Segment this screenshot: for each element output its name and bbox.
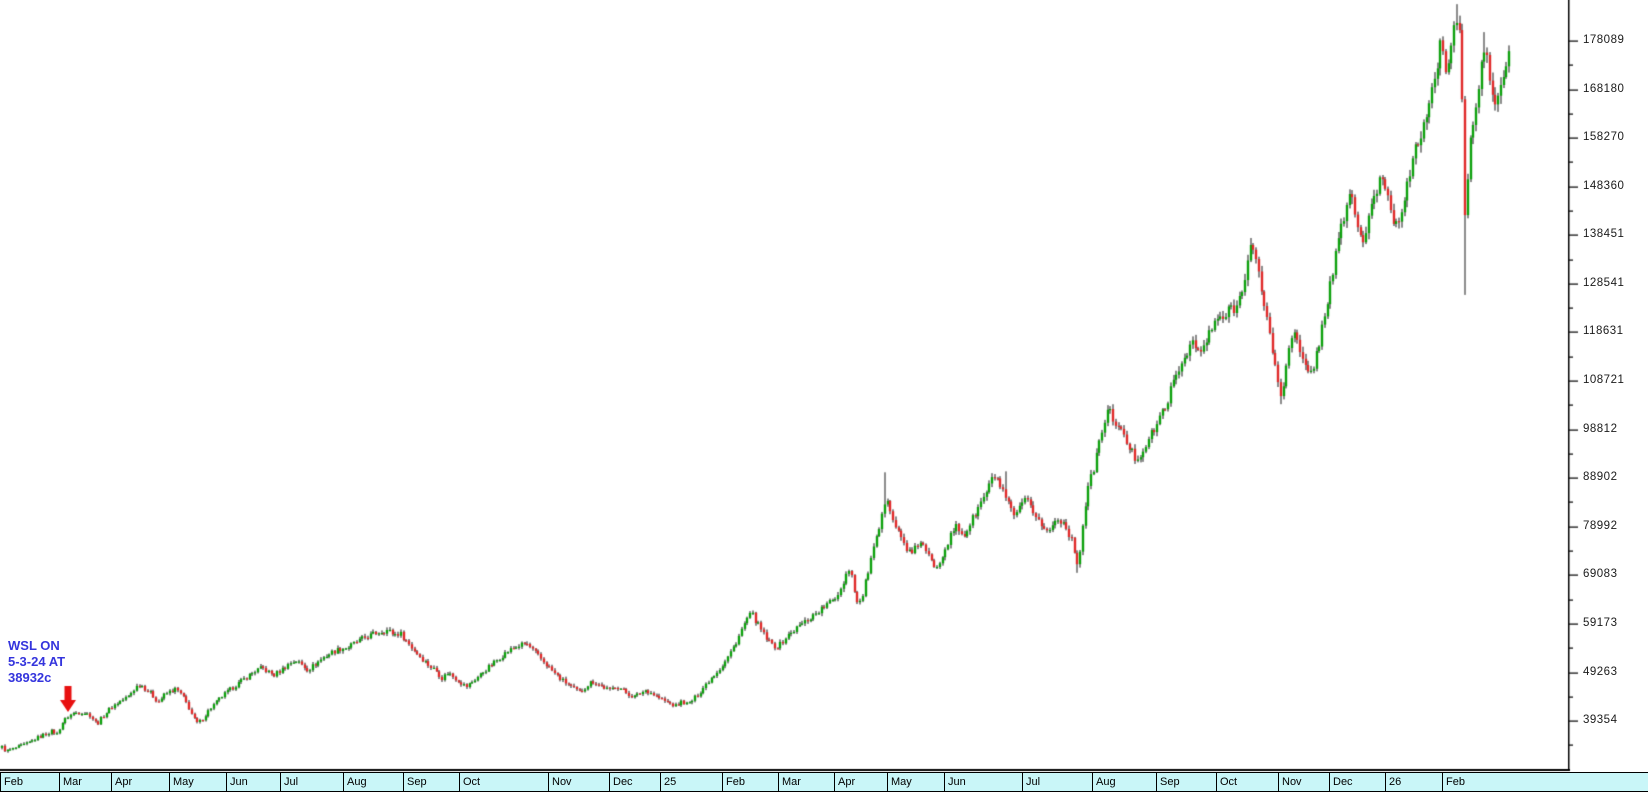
month-cell-jun: Jun: [226, 773, 280, 791]
month-cell-sep: Sep: [1156, 773, 1216, 791]
trade-annotation-line1: WSL ON: [8, 638, 60, 653]
month-cell-jun: Jun: [944, 773, 1022, 791]
month-cell-sep: Sep: [403, 773, 459, 791]
month-cell-dec: Dec: [609, 773, 660, 791]
month-cell-aug: Aug: [1092, 773, 1156, 791]
month-cell-may: May: [887, 773, 944, 791]
month-cell-apr: Apr: [834, 773, 887, 791]
month-cell-dec: Dec: [1329, 773, 1385, 791]
month-cell-mar: Mar: [778, 773, 834, 791]
month-cell-apr: Apr: [111, 773, 169, 791]
month-cell-mar: Mar: [59, 773, 111, 791]
trade-annotation: WSL ON 5-3-24 AT 38932c: [8, 638, 65, 686]
month-cell-may: May: [169, 773, 226, 791]
month-cell-nov: Nov: [1278, 773, 1329, 791]
month-cell-nov: Nov: [548, 773, 609, 791]
month-cell-feb: Feb: [1442, 773, 1648, 791]
month-cell-26: 26: [1385, 773, 1442, 791]
month-cell-oct: Oct: [459, 773, 548, 791]
trade-annotation-line2: 5-3-24 AT: [8, 654, 66, 669]
month-axis-strip: Feb Mar Apr May Jun Jul Aug Sep Oct Nov Dec 25 Feb Ma…: [0, 772, 1648, 792]
month-cell-25: 25: [660, 773, 722, 791]
month-cell-oct: Oct: [1216, 773, 1278, 791]
month-cell-feb: Feb: [0, 773, 59, 791]
month-cell-jul: Jul: [280, 773, 343, 791]
month-cell-feb: Feb: [722, 773, 778, 791]
trade-annotation-line3: 38932c: [8, 670, 52, 685]
month-cell-jul: Jul: [1022, 773, 1092, 791]
month-cell-aug: Aug: [343, 773, 403, 791]
